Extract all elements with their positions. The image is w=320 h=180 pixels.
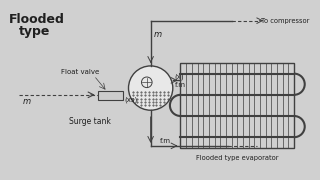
Text: Float valve: Float valve xyxy=(61,69,99,75)
Bar xyxy=(98,91,123,100)
Text: f.m: f.m xyxy=(160,138,171,144)
Text: type: type xyxy=(19,24,50,37)
Text: Flooded type evaporator: Flooded type evaporator xyxy=(196,154,279,161)
Bar xyxy=(180,63,294,148)
Text: m: m xyxy=(23,97,31,106)
Text: Surge tank: Surge tank xyxy=(69,117,111,126)
Text: m: m xyxy=(154,30,162,39)
Text: f.m: f.m xyxy=(175,82,186,88)
Text: (x): (x) xyxy=(175,74,184,80)
Text: (xs): (xs) xyxy=(125,97,138,103)
Text: To compressor: To compressor xyxy=(261,18,310,24)
Text: Flooded: Flooded xyxy=(9,13,65,26)
Circle shape xyxy=(129,66,173,110)
